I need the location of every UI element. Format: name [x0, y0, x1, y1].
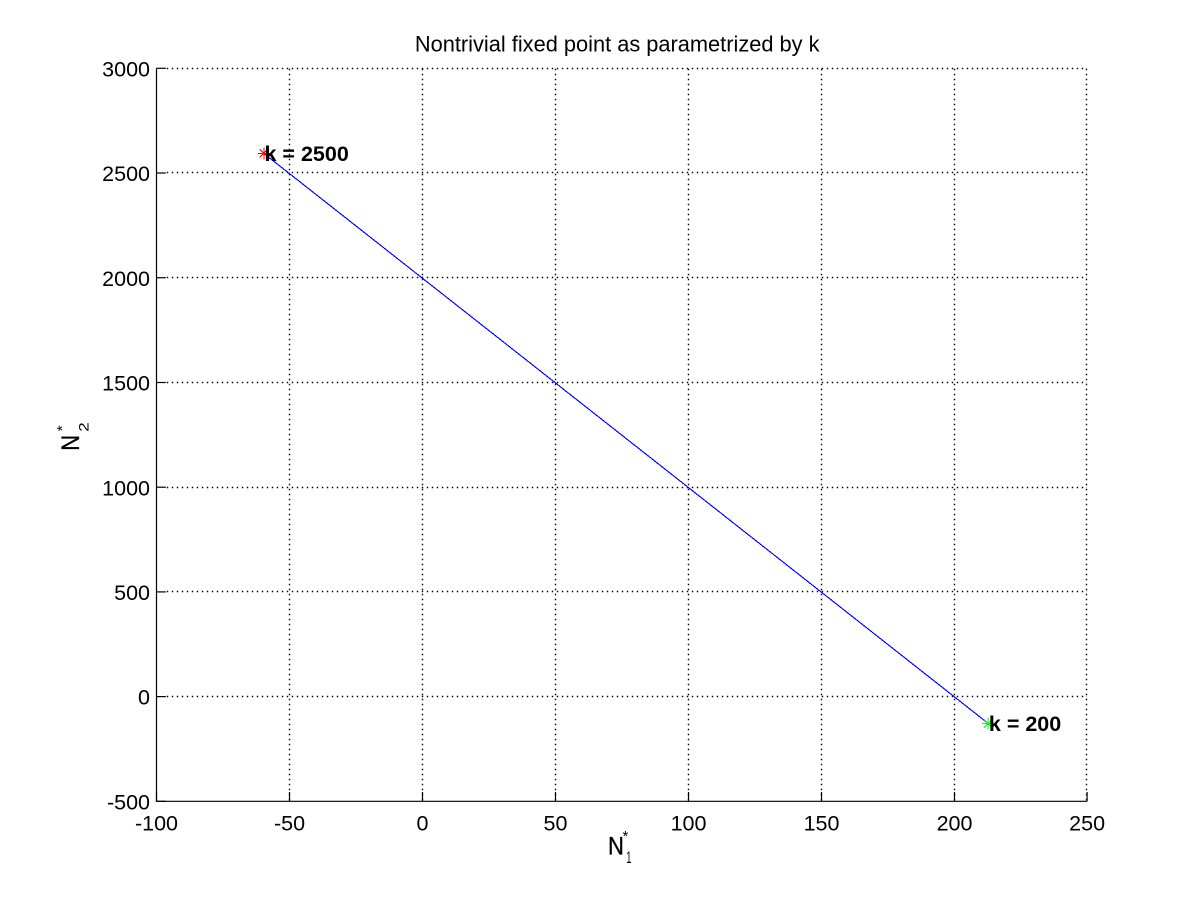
svg-text:k = 200: k = 200	[989, 712, 1061, 736]
svg-text:500: 500	[114, 581, 150, 605]
svg-text:100: 100	[671, 811, 707, 835]
svg-text:k = 2500: k = 2500	[265, 142, 349, 166]
svg-text:-100: -100	[135, 811, 178, 835]
svg-text:1: 1	[626, 848, 631, 867]
svg-text:-50: -50	[274, 811, 305, 835]
svg-text:3000: 3000	[102, 57, 150, 81]
svg-text:N: N	[57, 435, 85, 451]
svg-text:*: *	[623, 828, 629, 845]
svg-text:150: 150	[804, 811, 840, 835]
svg-text:250: 250	[1069, 811, 1105, 835]
svg-text:200: 200	[937, 811, 973, 835]
svg-text:1000: 1000	[102, 476, 150, 500]
svg-text:*: *	[54, 425, 71, 431]
svg-text:0: 0	[138, 686, 150, 710]
svg-text:2: 2	[77, 422, 92, 431]
svg-text:0: 0	[417, 811, 429, 835]
svg-text:2000: 2000	[102, 267, 150, 291]
svg-text:2500: 2500	[102, 162, 150, 186]
svg-text:1500: 1500	[102, 372, 150, 396]
svg-text:-500: -500	[107, 790, 150, 814]
svg-text:N: N	[608, 832, 624, 860]
svg-text:Nontrivial fixed point as para: Nontrivial fixed point as parametrized b…	[415, 31, 820, 56]
svg-text:50: 50	[544, 811, 568, 835]
